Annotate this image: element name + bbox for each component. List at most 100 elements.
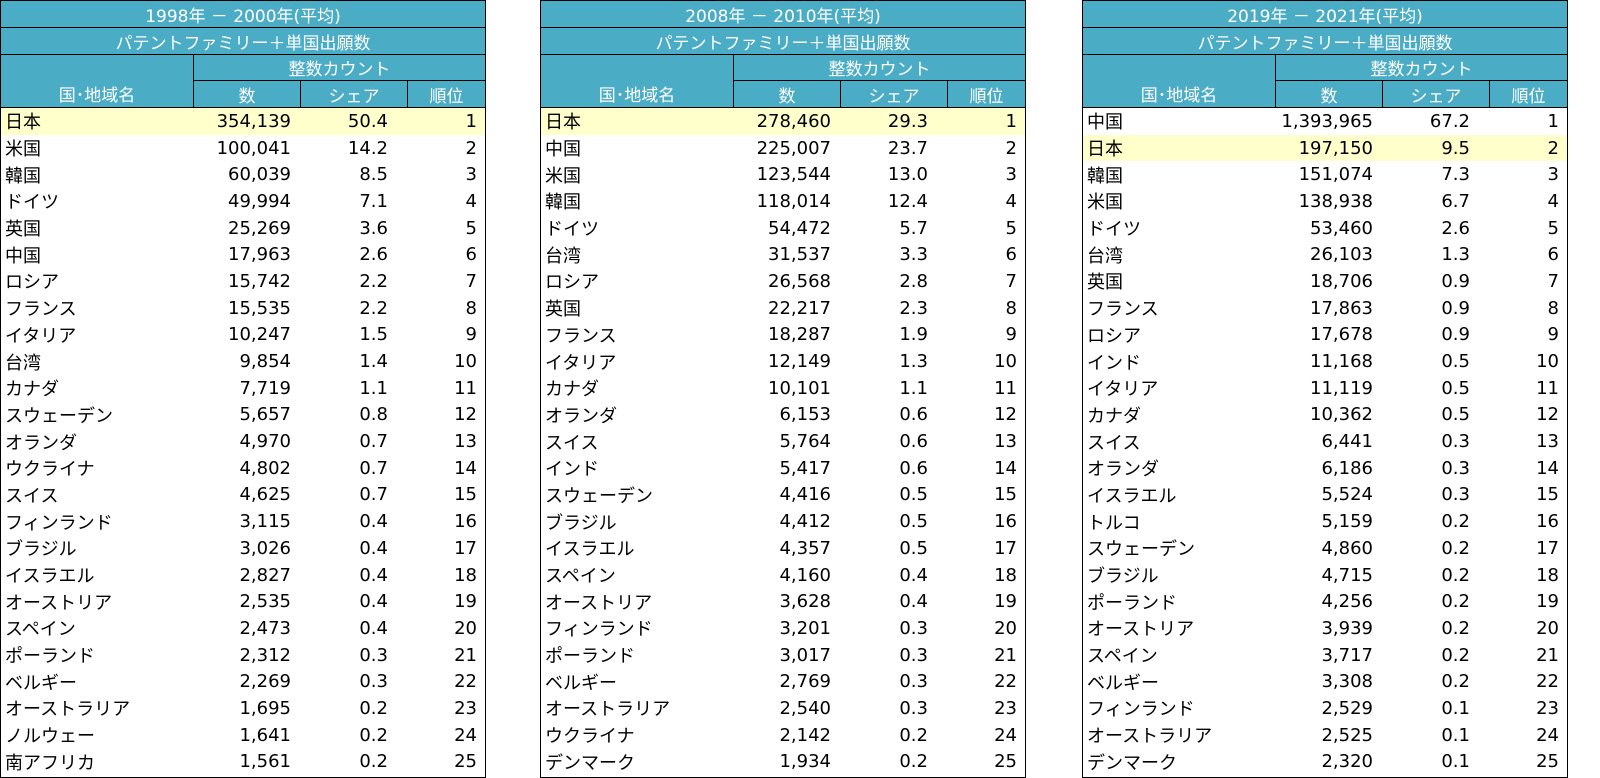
count-cell: 3,115 xyxy=(239,511,291,533)
table-row: カナダ 10,362 0.5 12 xyxy=(1083,402,1567,429)
country-name-cell: ノルウェー xyxy=(5,726,95,748)
count-cell: 123,544 xyxy=(756,164,831,186)
count-cell: 5,524 xyxy=(1321,484,1373,506)
table-row: 英国 18,706 0.9 7 xyxy=(1083,268,1567,295)
table-row: ベルギー 2,269 0.3 22 xyxy=(1,668,485,695)
share-cell: 0.6 xyxy=(899,457,928,479)
rank-cell: 5 xyxy=(1547,217,1559,239)
table-row: 中国 17,963 2.6 6 xyxy=(1,241,485,268)
rank-cell: 21 xyxy=(454,644,477,666)
country-name-cell: イタリア xyxy=(1087,379,1159,401)
country-name-cell: スペイン xyxy=(1087,646,1158,668)
country-name-cell: オランダ xyxy=(5,432,77,454)
table-row: イタリア 11,119 0.5 11 xyxy=(1083,375,1567,402)
table-row: ドイツ 49,994 7.1 4 xyxy=(1,188,485,215)
count-cell: 4,802 xyxy=(239,457,291,479)
country-name-cell: ブラジル xyxy=(5,539,77,561)
share-cell: 0.2 xyxy=(899,751,928,773)
rank-cell: 23 xyxy=(1536,697,1559,719)
rank-cell: 12 xyxy=(454,404,477,426)
rank-cell: 15 xyxy=(454,484,477,506)
count-cell: 197,150 xyxy=(1298,137,1373,159)
share-cell: 0.2 xyxy=(899,724,928,746)
share-cell: 0.6 xyxy=(899,431,928,453)
table-row: フィンランド 2,529 0.1 23 xyxy=(1083,695,1567,722)
count-cell: 3,026 xyxy=(239,537,291,559)
country-name-cell: ドイツ xyxy=(545,219,599,241)
count-cell: 1,393,965 xyxy=(1281,110,1373,132)
country-name-cell: 韓国 xyxy=(1087,165,1123,187)
table-row: 台湾 31,537 3.3 6 xyxy=(541,241,1025,268)
share-cell: 0.3 xyxy=(899,671,928,693)
rank-cell: 9 xyxy=(465,324,477,346)
count-cell: 2,525 xyxy=(1321,724,1373,746)
column-header-rank: 順位 xyxy=(1511,86,1546,107)
table-row: オランダ 6,153 0.6 12 xyxy=(541,402,1025,429)
table-2019-2021: 2019年 － 2021年(平均) パテントファミリー＋単国出願数 国･地域名 整数カ… xyxy=(1082,0,1568,778)
country-name-cell: ブラジル xyxy=(1087,566,1159,588)
rank-cell: 1 xyxy=(1005,110,1017,132)
column-header-group: 国･地域名 整数カウント数シェア 順位 xyxy=(1,55,485,108)
share-cell: 0.3 xyxy=(1441,457,1470,479)
rank-cell: 22 xyxy=(454,671,477,693)
country-name-cell: イタリア xyxy=(5,325,77,347)
table-row: 台湾 26,103 1.3 6 xyxy=(1083,241,1567,268)
rank-cell: 20 xyxy=(454,617,477,639)
count-cell: 22,217 xyxy=(768,297,831,319)
table-row: カナダ 7,719 1.1 11 xyxy=(1,375,485,402)
share-cell: 0.2 xyxy=(359,751,388,773)
column-header-share: シェア xyxy=(1383,81,1490,107)
share-cell: 0.9 xyxy=(1441,324,1470,346)
country-name-cell: ウクライナ xyxy=(545,726,635,748)
table-row: デンマーク 1,934 0.2 25 xyxy=(541,749,1025,776)
count-cell: 11,168 xyxy=(1310,351,1373,373)
count-cell: 18,706 xyxy=(1310,270,1373,292)
country-name-cell: ロシア xyxy=(1087,325,1141,347)
rank-cell: 12 xyxy=(994,404,1017,426)
table-row: インド 5,417 0.6 14 xyxy=(541,455,1025,482)
rank-cell: 6 xyxy=(1547,244,1559,266)
column-header-country: 国･地域名 xyxy=(1083,55,1276,107)
count-cell: 151,074 xyxy=(1298,164,1373,186)
share-cell: 0.1 xyxy=(1441,724,1470,746)
count-cell: 7,719 xyxy=(239,377,291,399)
share-cell: 0.4 xyxy=(359,617,388,639)
country-name-cell: フランス xyxy=(1087,299,1159,321)
column-header-group: 国･地域名 整数カウント数シェア 順位 xyxy=(541,55,1025,108)
table-row: スペイン 4,160 0.4 18 xyxy=(541,562,1025,589)
table-row: 中国 225,007 23.7 2 xyxy=(541,135,1025,162)
country-name-cell: ロシア xyxy=(545,272,599,294)
count-cell: 11,119 xyxy=(1310,377,1373,399)
rank-cell: 23 xyxy=(994,697,1017,719)
rank-cell: 17 xyxy=(1536,537,1559,559)
table-row: 米国 138,938 6.7 4 xyxy=(1083,188,1567,215)
share-cell: 13.0 xyxy=(887,164,928,186)
table-row: フィンランド 3,115 0.4 16 xyxy=(1,508,485,535)
country-name-cell: 中国 xyxy=(545,139,581,161)
country-name-cell: ベルギー xyxy=(545,672,617,694)
column-header-count: 数 xyxy=(194,81,301,107)
count-cell: 1,641 xyxy=(239,724,291,746)
column-header-count: 数 xyxy=(1276,81,1383,107)
count-cell: 26,103 xyxy=(1310,244,1373,266)
country-name-cell: オーストラリア xyxy=(1087,726,1213,748)
share-cell: 50.4 xyxy=(347,110,388,132)
table-row: スウェーデン 4,860 0.2 17 xyxy=(1083,535,1567,562)
table-row: オランダ 4,970 0.7 13 xyxy=(1,428,485,455)
country-name-cell: フランス xyxy=(5,299,77,321)
rank-cell: 7 xyxy=(1547,270,1559,292)
country-name-cell: オランダ xyxy=(1087,459,1159,481)
count-cell: 10,247 xyxy=(228,324,291,346)
column-header-share: シェア xyxy=(841,81,948,107)
count-cell: 4,715 xyxy=(1321,564,1373,586)
column-header-group: 国･地域名 整数カウント数シェア 順位 xyxy=(1083,55,1567,108)
country-name-cell: カナダ xyxy=(5,379,59,401)
table-row: 韓国 151,074 7.3 3 xyxy=(1083,161,1567,188)
table-row: 台湾 9,854 1.4 10 xyxy=(1,348,485,375)
count-cell: 5,417 xyxy=(779,457,831,479)
table-row: 中国 1,393,965 67.2 1 xyxy=(1083,108,1567,135)
table-row: 日本 354,139 50.4 1 xyxy=(1,108,485,135)
rank-cell: 25 xyxy=(994,751,1017,773)
rank-cell: 6 xyxy=(465,244,477,266)
count-cell: 138,938 xyxy=(1298,190,1373,212)
